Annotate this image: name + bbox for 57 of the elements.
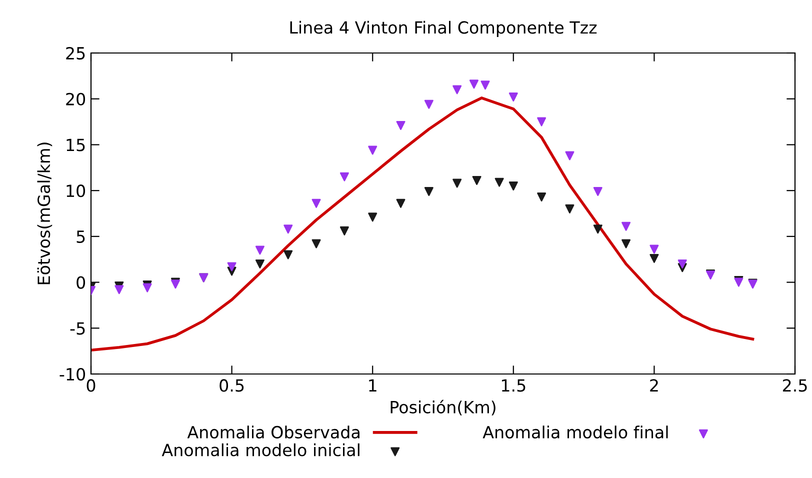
point xyxy=(622,222,631,231)
point xyxy=(424,100,434,109)
x-tick-label: 1 xyxy=(369,379,376,392)
chart-title: Linea 4 Vinton Final Componente Tzz xyxy=(290,20,597,38)
x-tick-label: 1.5 xyxy=(502,379,526,392)
x-tick-label: 2.5 xyxy=(782,379,807,392)
point xyxy=(469,80,478,89)
point xyxy=(494,178,504,187)
point xyxy=(622,239,631,248)
point xyxy=(340,172,349,182)
point xyxy=(396,198,406,208)
point xyxy=(114,285,124,294)
x-axis-title: Posición(Km) xyxy=(390,400,496,416)
y-tick-label: 5 xyxy=(76,230,85,243)
point xyxy=(312,198,321,208)
point xyxy=(368,212,378,222)
point xyxy=(650,254,659,263)
x-tick-label: 0.5 xyxy=(220,379,244,392)
point xyxy=(678,259,687,268)
point xyxy=(284,224,293,234)
point xyxy=(284,250,293,260)
point xyxy=(368,146,378,155)
point xyxy=(396,120,406,130)
y-tick-label: -5 xyxy=(70,322,85,335)
y-tick-label: 0 xyxy=(76,276,86,289)
y-tick-label: 15 xyxy=(66,138,85,152)
point xyxy=(142,283,152,292)
point xyxy=(508,181,518,190)
x-tick-label: 2 xyxy=(650,379,658,392)
point xyxy=(593,224,602,234)
y-tick-label: 20 xyxy=(66,92,86,106)
line-series xyxy=(91,96,754,352)
point xyxy=(537,192,546,202)
point xyxy=(480,80,490,90)
legend-label: Anomalia modelo inicial xyxy=(162,443,360,456)
point xyxy=(472,176,482,185)
point xyxy=(424,186,434,196)
point xyxy=(312,239,321,248)
point xyxy=(650,244,659,254)
y-tick-label: 10 xyxy=(66,184,86,198)
point xyxy=(565,151,574,160)
point xyxy=(537,117,546,126)
point xyxy=(255,259,264,268)
point xyxy=(452,178,462,188)
legend-label: Anomalia modelo final xyxy=(482,426,668,439)
y-axis-title: Eötvos(mGal/km) xyxy=(37,142,52,284)
point xyxy=(508,92,518,102)
point xyxy=(255,246,264,255)
point xyxy=(340,226,349,236)
y-tick-label: 25 xyxy=(66,46,85,60)
point xyxy=(593,186,602,196)
point xyxy=(565,204,574,214)
point xyxy=(452,85,462,94)
legend-label: Anomalia Observada xyxy=(187,426,360,439)
point xyxy=(227,262,236,272)
y-tick-label: -10 xyxy=(60,368,86,381)
x-tick-label: 0 xyxy=(86,379,96,392)
